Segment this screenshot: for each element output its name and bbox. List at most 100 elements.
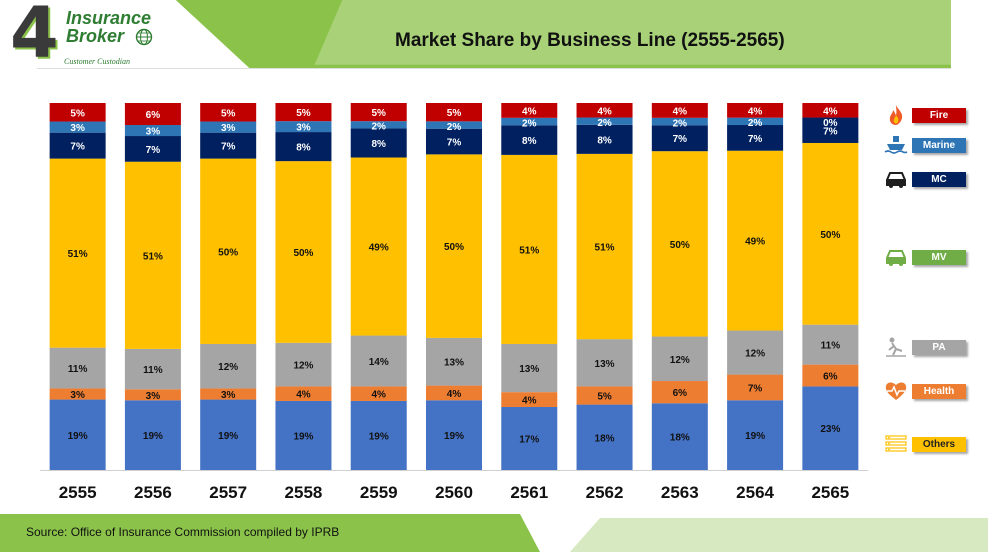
bar-segment-mc-2565: [802, 117, 859, 143]
bar-segment-others-2564: [727, 400, 784, 470]
bar-segment-mv-2555: [49, 158, 106, 348]
bar-segment-marine-2561: [501, 117, 558, 126]
data-label-fire-2559: 5%: [372, 108, 387, 119]
data-label-health-2565: 6%: [823, 372, 838, 383]
bar-segment-fire-2560: [426, 103, 482, 122]
bar-segment-marine-2555: [49, 121, 106, 133]
data-label-mc-2558: 8%: [296, 143, 311, 154]
data-label-fire-2558: 5%: [296, 108, 311, 119]
bar-segment-mc-2560: [426, 128, 482, 155]
data-label-health-2561: 4%: [522, 396, 537, 407]
legend-label: MV: [912, 250, 966, 265]
bar-segment-pa-2565: [802, 324, 859, 365]
bar-segment-pa-2559: [350, 335, 407, 387]
x-tick-label-2562: 2562: [586, 483, 624, 502]
data-label-mv-2558: 50%: [293, 248, 313, 259]
bar-segment-mc-2556: [124, 136, 181, 162]
source-note: Source: Office of Insurance Commission c…: [26, 525, 340, 539]
x-tick-label-2557: 2557: [209, 483, 247, 502]
bar-segment-marine-2564: [727, 117, 784, 126]
bar-segment-health-2563: [651, 381, 708, 404]
data-label-mv-2563: 50%: [670, 240, 690, 251]
data-label-health-2562: 5%: [597, 392, 612, 403]
bar-segment-health-2564: [727, 374, 784, 401]
bar-segment-mc-2558: [275, 132, 332, 162]
data-label-pa-2562: 13%: [595, 359, 615, 370]
logo-tagline: Customer Custodian: [64, 57, 131, 66]
bar-segment-mc-2559: [350, 128, 407, 158]
data-label-health-2563: 6%: [673, 388, 688, 399]
x-tick-label-2558: 2558: [285, 483, 323, 502]
bar-segment-mv-2563: [651, 151, 708, 337]
data-label-others-2562: 18%: [595, 433, 615, 444]
data-label-mc-2560: 7%: [447, 138, 462, 149]
bar-segment-fire-2564: [727, 103, 784, 118]
data-label-mv-2562: 51%: [595, 243, 615, 254]
data-label-fire-2562: 4%: [597, 106, 612, 117]
data-label-mc-2564: 7%: [748, 134, 763, 145]
bar-segment-health-2558: [275, 386, 332, 401]
bar-segment-marine-2557: [200, 121, 257, 133]
data-label-mv-2561: 51%: [519, 245, 539, 256]
bar-segment-others-2556: [124, 400, 181, 470]
bar-segment-health-2562: [576, 386, 633, 405]
data-label-pa-2563: 12%: [670, 355, 690, 366]
data-label-health-2564: 7%: [748, 383, 763, 394]
data-label-others-2556: 19%: [143, 431, 163, 442]
data-label-pa-2557: 12%: [218, 362, 238, 373]
legend-label: MC: [912, 172, 966, 187]
bar-segment-fire-2559: [350, 103, 407, 122]
data-label-mv-2559: 49%: [369, 243, 389, 254]
data-label-pa-2559: 14%: [369, 357, 389, 368]
data-label-others-2559: 19%: [369, 431, 389, 442]
bar-segment-marine-2556: [124, 125, 181, 137]
x-tick-label-2556: 2556: [134, 483, 172, 502]
data-label-fire-2556: 6%: [146, 110, 161, 121]
company-logo: 4 Insurance Broker Customer Custodian: [8, 0, 158, 70]
bar-segment-fire-2558: [275, 103, 332, 122]
bar-segment-marine-2562: [576, 117, 633, 125]
data-label-others-2561: 17%: [519, 434, 539, 445]
bar-segment-fire-2561: [501, 103, 558, 118]
bar-segment-mv-2556: [124, 161, 181, 349]
ship-icon: [884, 136, 908, 154]
data-label-mc-2563: 7%: [673, 134, 688, 145]
bar-segment-pa-2557: [200, 343, 257, 389]
bar-segment-fire-2556: [124, 103, 181, 126]
bar-segment-pa-2563: [651, 336, 708, 382]
data-label-pa-2561: 13%: [519, 364, 539, 375]
data-label-pa-2560: 13%: [444, 358, 464, 369]
bar-segment-fire-2562: [576, 103, 633, 118]
bar-segment-marine-2560: [426, 121, 482, 129]
globe-icon: [135, 28, 153, 46]
data-label-marine-2564: 2%: [748, 118, 763, 129]
data-label-mc-2565: 7%: [823, 126, 838, 137]
data-label-marine-2559: 2%: [372, 122, 387, 133]
x-tick-label-2559: 2559: [360, 483, 398, 502]
list-icon: [885, 435, 907, 452]
data-label-health-2557: 3%: [221, 390, 236, 401]
bar-segment-mc-2563: [651, 125, 708, 152]
bar-segment-pa-2555: [49, 347, 106, 389]
bar-segment-pa-2561: [501, 343, 558, 393]
bar-segment-health-2559: [350, 386, 407, 401]
data-label-marine-2556: 3%: [146, 127, 161, 138]
data-label-health-2555: 3%: [70, 390, 85, 401]
data-label-marine-2560: 2%: [447, 122, 462, 133]
data-label-pa-2565: 11%: [821, 341, 841, 352]
data-label-mc-2559: 8%: [372, 139, 387, 150]
data-label-others-2563: 18%: [670, 433, 690, 444]
bar-segment-mv-2564: [727, 150, 784, 331]
bar-segment-mv-2559: [350, 157, 407, 336]
data-label-mc-2556: 7%: [146, 145, 161, 156]
bar-segment-others-2560: [426, 400, 482, 470]
data-label-marine-2555: 3%: [70, 123, 85, 134]
bar-segment-mc-2562: [576, 124, 633, 154]
logo-word-broker: Broker: [66, 26, 125, 46]
chart-title: Market Share by Business Line (2555-2565…: [395, 30, 785, 51]
logo-number: 4: [10, 0, 59, 74]
data-label-marine-2561: 2%: [522, 118, 537, 129]
car-icon: [886, 250, 906, 266]
